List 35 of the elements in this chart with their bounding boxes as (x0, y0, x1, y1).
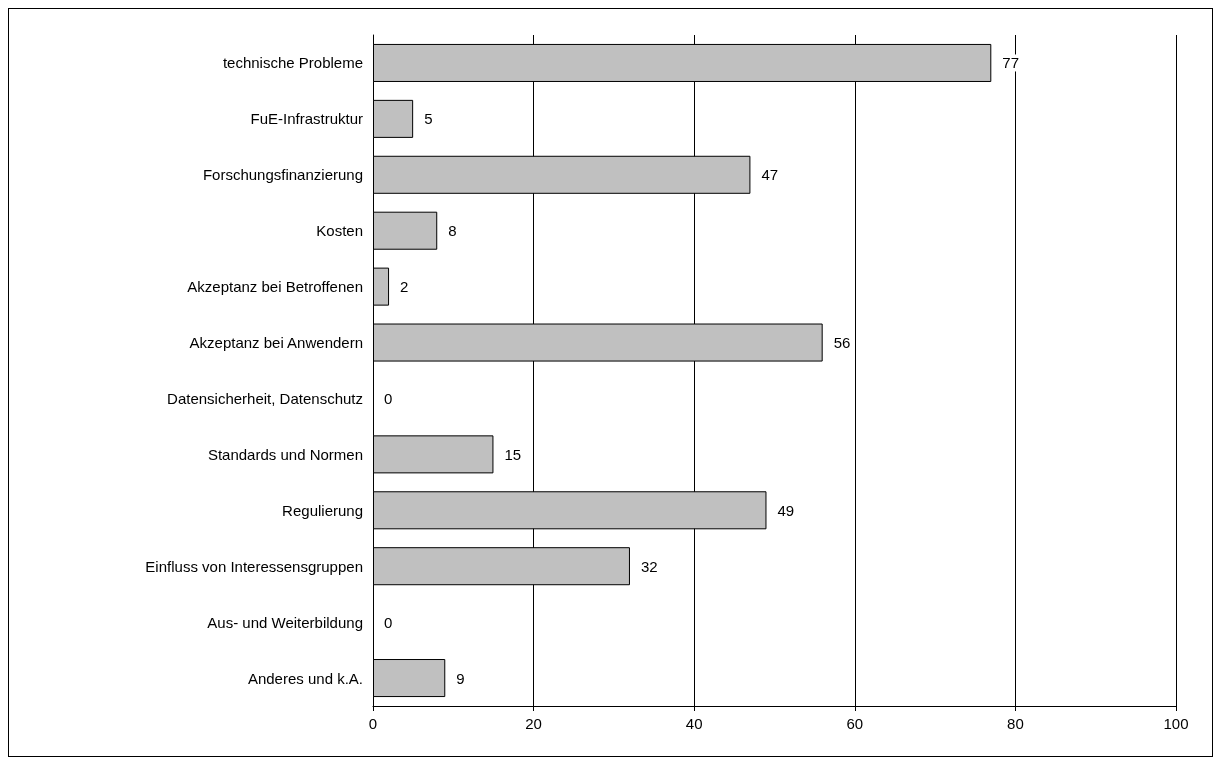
data-label: 15 (504, 445, 522, 463)
y-tick-label: Einfluss von Interessensgruppen (145, 557, 363, 575)
x-tick-label: 80 (1007, 715, 1024, 732)
x-tick-label: 100 (1163, 715, 1189, 732)
x-tick-label: 0 (368, 715, 378, 732)
data-label: 2 (400, 278, 409, 296)
data-label: 9 (456, 669, 465, 687)
y-tick-label: Akzeptanz bei Betroffenen (187, 278, 363, 296)
x-tick-label: 60 (846, 715, 864, 732)
bar (373, 435, 494, 474)
bar (373, 211, 438, 250)
data-label: 0 (384, 613, 393, 631)
x-tick-label: 20 (525, 715, 542, 732)
y-tick-label: Kosten (316, 222, 363, 240)
y-tick-label: Regulierung (282, 501, 363, 519)
y-tick-label: Forschungsfinanzierung (202, 166, 363, 184)
data-label: 32 (640, 557, 658, 575)
bar (373, 267, 390, 306)
bar (373, 99, 414, 138)
data-label: 49 (777, 501, 795, 519)
data-label: 8 (448, 222, 457, 240)
data-label: 47 (761, 166, 779, 184)
y-tick-label: Akzeptanz bei Anwendern (189, 334, 363, 352)
data-label: 56 (833, 334, 851, 352)
y-tick-label: Anderes und k.A. (247, 669, 363, 687)
y-tick-label: Standards und Normen (207, 445, 363, 463)
data-label: 0 (384, 389, 393, 407)
y-tick-label: technische Probleme (222, 54, 363, 72)
y-tick-label: Aus- und Weiterbildung (207, 613, 363, 631)
data-label: 77 (1002, 54, 1019, 72)
x-tick-label: 40 (685, 715, 703, 732)
bar (373, 659, 446, 698)
data-label: 5 (424, 110, 433, 128)
y-tick-label: FuE-Infrastruktur (250, 110, 363, 128)
y-tick-label: Datensicherheit, Datenschutz (167, 389, 363, 407)
